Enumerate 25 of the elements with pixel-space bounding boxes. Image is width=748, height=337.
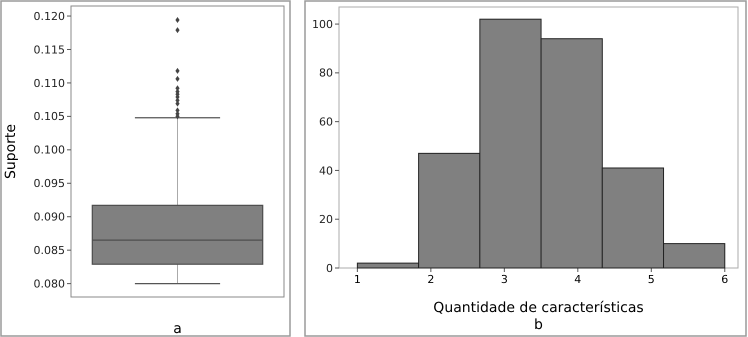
y-tick-label: 0.085 [34,244,65,258]
y-tick-label: 0.090 [34,210,65,224]
y-tick-label: 0.100 [34,144,65,157]
y-tick-label: 60 [319,115,333,128]
x-tick-label: 6 [721,273,728,286]
y-tick-label: 20 [319,213,333,226]
y-tick-label: 0.120 [34,10,65,23]
x-axis-title: a [173,321,182,337]
y-axis-title: Suporte [3,124,19,180]
x-tick-label: 2 [427,273,434,286]
x-axis-title: Quantidade de características [433,300,644,316]
text: b [534,317,544,333]
x-tick-label: 1 [354,273,361,286]
y-tick-label: 40 [319,164,333,178]
y-tick-label: 0.095 [34,177,65,190]
x-tick-label: 4 [574,273,582,286]
x-tick-label: 5 [648,273,655,286]
y-tick-label: 0.080 [34,277,65,290]
y-tick-label: 0.105 [34,110,65,124]
y-tick-label: 0.115 [34,43,65,56]
y-tick-label: 100 [312,18,333,31]
y-tick-label: 0 [326,262,333,275]
y-tick-label: 0.110 [34,76,65,90]
x-tick-label: 3 [500,273,508,286]
y-tick-label: 80 [319,66,333,80]
